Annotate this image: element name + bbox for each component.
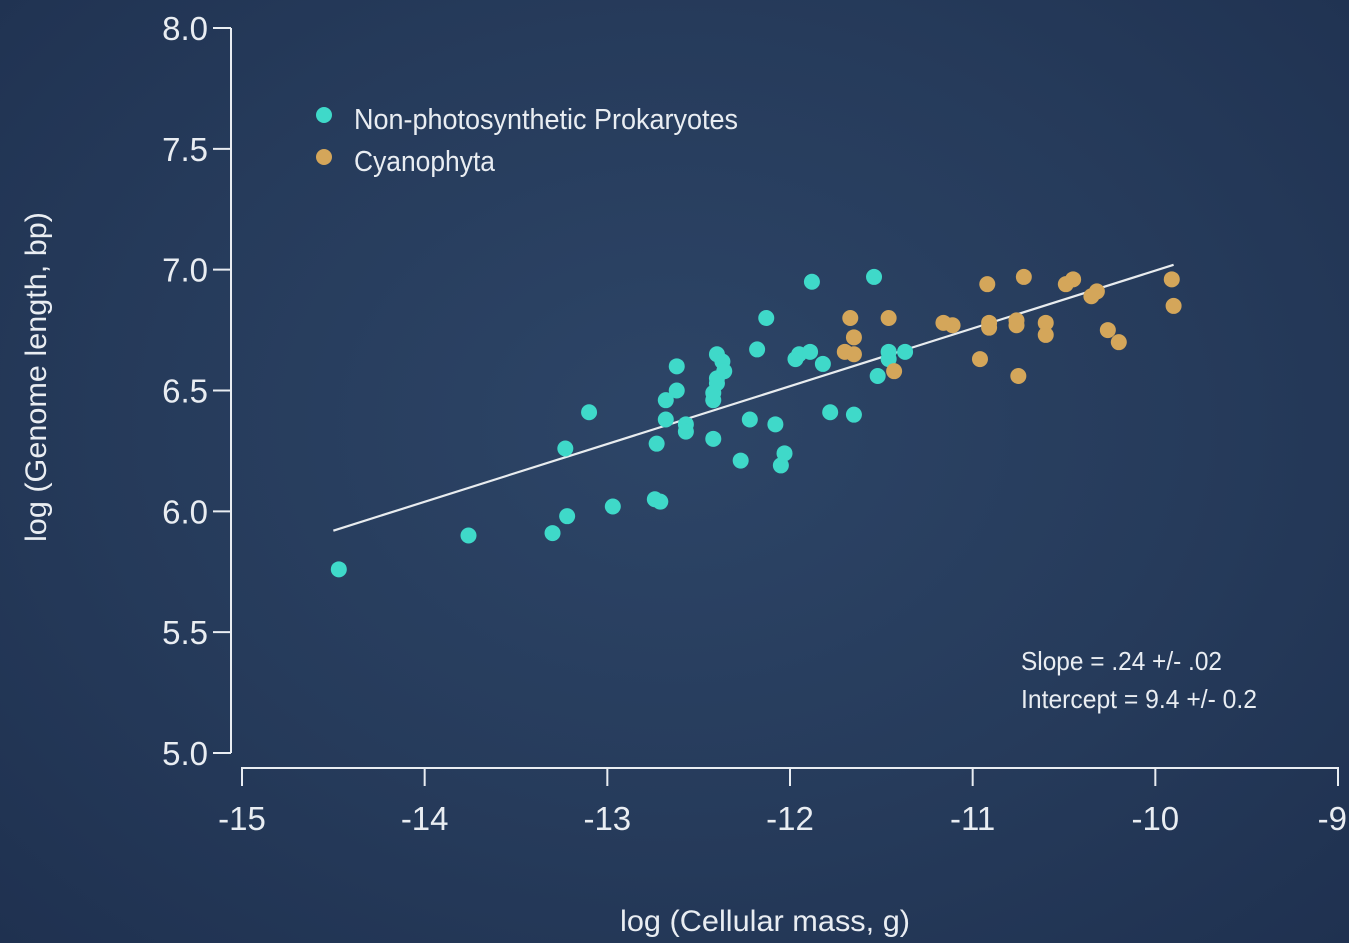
series-prokaryotes	[330, 268, 914, 578]
y-tick-label: 6.5	[162, 373, 208, 410]
x-tick-label: -12	[766, 800, 814, 837]
data-point	[979, 276, 996, 293]
x-tick-label: -11	[950, 800, 995, 837]
data-point	[559, 508, 576, 525]
data-point	[802, 343, 819, 360]
x-tick-label: -9	[1318, 800, 1347, 837]
data-point	[758, 310, 775, 326]
x-ticks: -15 -14 -13 -12 -11 -10 -9	[218, 768, 1347, 837]
x-tick-label: -14	[401, 800, 449, 837]
data-point	[749, 341, 766, 358]
data-point	[803, 273, 820, 290]
x-tick-label: -10	[1131, 800, 1179, 837]
data-point	[460, 527, 477, 544]
data-point	[1037, 326, 1054, 343]
legend: Non-photosynthetic Prokaryotes Cyanophyt…	[316, 104, 738, 178]
data-point	[330, 561, 347, 578]
data-point	[944, 317, 961, 334]
data-point	[648, 435, 665, 452]
data-point	[1099, 322, 1116, 339]
regression-line	[333, 263, 1174, 532]
data-point	[1015, 268, 1032, 285]
data-point	[716, 363, 733, 380]
data-point	[1163, 271, 1180, 288]
x-tick-label: -15	[218, 800, 266, 837]
y-tick-label: 8.0	[162, 10, 208, 47]
data-point	[981, 319, 998, 336]
data-point	[677, 423, 694, 440]
data-point	[604, 498, 621, 515]
data-point	[657, 411, 674, 428]
data-point	[880, 343, 897, 360]
data-point	[842, 310, 859, 326]
data-point	[581, 404, 598, 421]
data-point	[1110, 334, 1127, 351]
intercept-annotation: Intercept = 9.4 +/- 0.2	[1021, 684, 1257, 714]
data-point	[668, 358, 685, 375]
x-axis-title: log (Cellular mass, g)	[620, 905, 910, 938]
y-axis-title: log (Genome length, bp)	[20, 212, 53, 542]
data-points	[330, 268, 1182, 578]
data-point	[880, 310, 897, 326]
data-point	[772, 457, 789, 474]
data-point	[544, 525, 561, 542]
data-point	[767, 416, 784, 433]
y-tick-label: 5.0	[162, 735, 208, 772]
y-tick-label: 7.0	[162, 252, 208, 289]
data-point	[886, 363, 903, 380]
data-point	[845, 346, 862, 363]
data-point	[1008, 317, 1025, 334]
data-point	[822, 404, 839, 421]
data-point	[814, 355, 831, 372]
data-point	[732, 452, 749, 469]
legend-label-prokaryotes: Non-photosynthetic Prokaryotes	[354, 104, 738, 136]
data-point	[866, 268, 883, 285]
data-point	[652, 493, 669, 510]
y-tick-label: 7.5	[162, 131, 208, 168]
data-point	[1037, 314, 1054, 331]
series-cyanophyta	[836, 268, 1182, 384]
data-point	[1010, 368, 1027, 384]
slope-annotation: Slope = .24 +/- .02	[1021, 646, 1222, 676]
data-point	[845, 406, 862, 423]
x-tick-label: -13	[583, 800, 631, 837]
data-point	[1065, 271, 1082, 288]
data-point	[897, 343, 914, 360]
data-point	[845, 329, 862, 346]
y-ticks: 5.0 5.5 6.0 6.5 7.0 7.5 8.0	[162, 10, 231, 772]
data-point	[1088, 283, 1105, 300]
data-point	[705, 430, 722, 447]
legend-marker-prokaryotes	[316, 107, 332, 123]
y-tick-label: 5.5	[162, 614, 208, 651]
data-point	[776, 445, 793, 462]
legend-marker-cyanophyta	[316, 149, 332, 165]
data-point	[971, 351, 988, 368]
data-point	[557, 440, 574, 457]
data-point	[708, 375, 725, 392]
fit-annotation: Slope = .24 +/- .02 Intercept = 9.4 +/- …	[1021, 646, 1257, 714]
data-point	[869, 368, 886, 384]
data-point	[1165, 297, 1182, 314]
data-point	[668, 382, 685, 399]
data-point	[657, 392, 674, 409]
y-tick-label: 6.0	[162, 493, 208, 530]
data-point	[741, 411, 758, 428]
legend-label-cyanophyta: Cyanophyta	[354, 146, 496, 178]
